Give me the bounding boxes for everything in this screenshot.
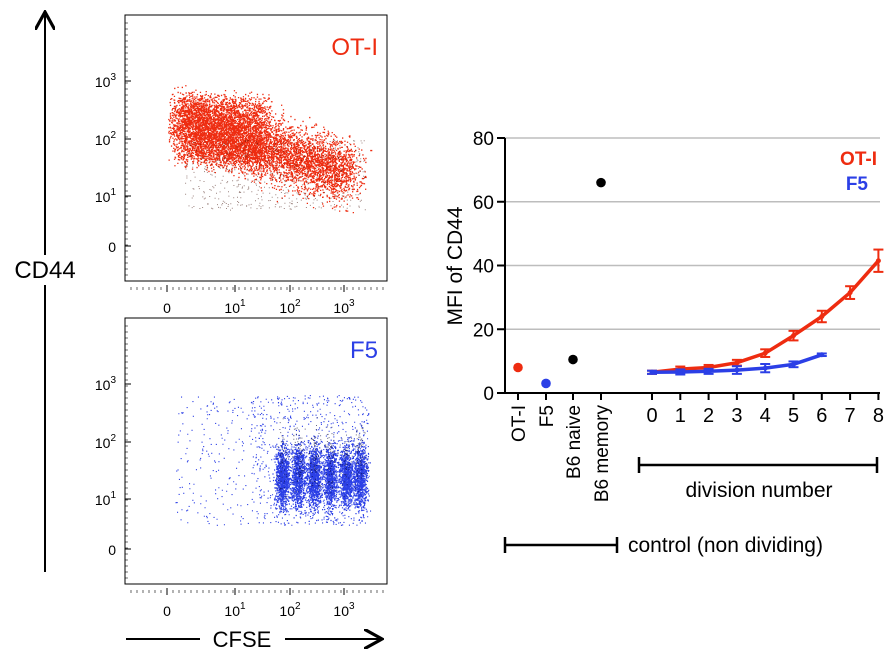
- series-point: [677, 369, 683, 375]
- series-point: [734, 367, 740, 373]
- control-point: [513, 362, 523, 373]
- flow-panel-label: F5: [350, 337, 378, 364]
- chart-series: [647, 248, 884, 376]
- chart-y-label: MFI of CD44: [444, 206, 467, 325]
- scatter-dark-dots: [185, 140, 366, 211]
- legend-f5: F5: [846, 174, 869, 195]
- scatter-dots: [168, 85, 373, 214]
- series-point: [875, 258, 881, 264]
- legend-ot-i: OT-I: [840, 149, 877, 170]
- series-point: [819, 352, 825, 358]
- y-tick-label: 40: [473, 257, 494, 278]
- series-point: [734, 360, 740, 366]
- control-point: [568, 354, 578, 365]
- x-tick-label: 5: [788, 405, 799, 427]
- x-tick-label: 1: [675, 405, 686, 427]
- series-point: [847, 290, 853, 296]
- cfse-axis-label: CFSE: [213, 627, 272, 652]
- series-point: [762, 365, 768, 371]
- control-bracket: [503, 537, 619, 553]
- series-point: [819, 314, 825, 319]
- y-tick-label: 60: [473, 193, 494, 214]
- scatter-dots-f5: [175, 395, 372, 526]
- chart-y-axis: 0 20 40 60 80: [473, 129, 880, 405]
- control-point: [596, 177, 606, 188]
- y-tick-label: 102: [95, 130, 117, 148]
- cd44-axis-arrow: CD44: [14, 14, 76, 572]
- x-tick-label: 2: [703, 405, 714, 427]
- x-tick-label: 103: [333, 601, 355, 619]
- series-point: [791, 333, 796, 339]
- x-tick-label: 4: [760, 405, 771, 427]
- control-label: F5: [537, 405, 558, 427]
- control-label: OT-I: [509, 405, 530, 442]
- series-point: [649, 369, 655, 375]
- cfse-axis-arrow: CFSE: [126, 627, 380, 652]
- y-tick-label: 0: [108, 542, 116, 558]
- flow-panel-ot-i: 103 102 101 0 0 101 102 103 OT-I: [95, 14, 388, 316]
- control-point: [541, 378, 551, 389]
- scatter-dots-ot-i: [168, 85, 373, 214]
- flow-x-ticks: 0 101 102 103: [130, 285, 384, 316]
- cd44-axis-label: CD44: [14, 257, 75, 284]
- control-label: B6 memory: [592, 405, 613, 503]
- series-point: [706, 368, 712, 374]
- control-label: control (non dividing): [628, 534, 823, 557]
- y-tick-label: 101: [95, 187, 117, 205]
- x-tick-label: 6: [816, 405, 827, 427]
- control-label: B6 naive: [564, 405, 585, 479]
- y-tick-label: 103: [95, 375, 117, 393]
- x-tick-label: 102: [279, 298, 301, 316]
- y-tick-label: 0: [483, 384, 494, 405]
- x-tick-label: 0: [646, 405, 657, 427]
- y-tick-label: 103: [95, 72, 117, 90]
- division-label: division number: [685, 479, 832, 502]
- y-tick-label: 102: [95, 433, 117, 451]
- series-point: [762, 350, 768, 356]
- x-tick-label: 8: [873, 405, 884, 427]
- x-tick-label: 101: [224, 601, 246, 619]
- x-tick-label: 0: [163, 300, 171, 316]
- y-tick-label: 0: [108, 239, 116, 255]
- flow-panel-label: OT-I: [331, 34, 378, 61]
- y-tick-label: 101: [95, 490, 117, 508]
- chart-control-points: OT-I F5 B6 naive B6 memory: [509, 177, 613, 503]
- chart-gridlines: [505, 137, 880, 330]
- x-tick-label: 101: [224, 298, 246, 316]
- x-tick-label: 0: [163, 603, 171, 619]
- scatter-dots: [175, 395, 372, 526]
- series-point: [791, 361, 796, 367]
- y-tick-label: 20: [473, 320, 494, 341]
- flow-x-ticks: 0 101 102 103: [130, 588, 384, 619]
- x-tick-label: 103: [333, 298, 355, 316]
- division-bracket: [637, 457, 879, 473]
- x-tick-label: 102: [279, 601, 301, 619]
- x-tick-label: 3: [731, 405, 742, 427]
- x-tick-label: 7: [845, 405, 856, 427]
- flow-panel-f5: 103 102 101 0 0 101 102 103 F5: [95, 317, 388, 619]
- y-tick-label: 80: [473, 129, 494, 150]
